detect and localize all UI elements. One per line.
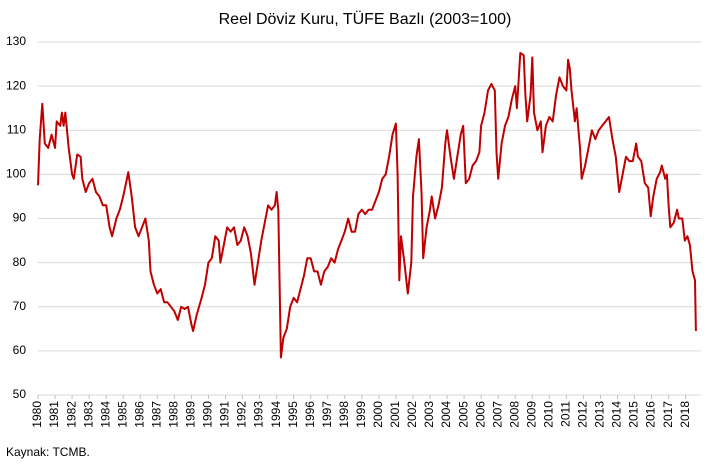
x-tick-label: 2015 [627,401,641,428]
x-tick-label: 1997 [320,401,334,428]
x-tick-label: 1990 [201,401,215,428]
y-tick-label: 80 [13,255,27,269]
x-tick-label: 2002 [405,401,419,428]
x-tick-label: 1996 [303,401,317,428]
x-tick-label: 2017 [661,401,675,428]
x-tick-label: 2001 [388,401,402,428]
y-tick-label: 60 [13,343,27,357]
x-tick-label: 2009 [524,401,538,428]
x-tick-label: 1999 [354,401,368,428]
x-tick-label: 2006 [473,401,487,428]
y-tick-label: 90 [13,211,27,225]
x-tick-label: 1994 [269,401,283,428]
x-tick-label: 1993 [252,401,266,428]
x-tick-label: 1983 [81,401,95,428]
x-tick-label: 2013 [593,401,607,428]
x-tick-label: 1991 [218,401,232,428]
x-tick-label: 1988 [167,401,181,428]
x-tick-label: 1985 [115,401,129,428]
x-tick-label: 1995 [286,401,300,428]
x-tick-label: 2008 [507,401,521,428]
data-line [37,52,697,359]
x-tick-label: 1986 [132,401,146,428]
x-tick-label: 1992 [235,401,249,428]
x-tick-label: 2003 [422,401,436,428]
y-tick-label: 120 [6,78,26,92]
x-tick-label: 2005 [456,401,470,428]
x-tick-label: 1989 [184,401,198,428]
x-tick-label: 2012 [576,401,590,428]
x-tick-label: 2016 [644,401,658,428]
x-tick-label: 1984 [98,401,112,428]
x-tick-label: 2010 [541,401,555,428]
y-tick-label: 70 [13,299,27,313]
x-tick-label: 1982 [64,401,78,428]
source-note: Kaynak: TCMB. [6,445,90,459]
x-tick-label: 2000 [371,401,385,428]
x-tick-label: 2014 [610,401,624,428]
x-tick-label: 2018 [678,401,692,428]
x-tick-label: 2011 [559,401,573,427]
x-tick-label: 2004 [439,401,453,428]
x-tick-label: 1998 [337,401,351,428]
x-tick-label: 1980 [30,401,44,428]
chart-title: Reel Döviz Kuru, TÜFE Bazlı (2003=100) [219,10,512,28]
x-tick-label: 1981 [47,401,61,428]
x-tick-label: 1987 [149,401,163,428]
y-tick-label: 130 [6,34,26,48]
y-tick-label: 50 [13,387,27,401]
y-tick-label: 100 [6,167,26,181]
y-tick-label: 110 [7,122,26,136]
x-tick-label: 2007 [490,401,504,428]
